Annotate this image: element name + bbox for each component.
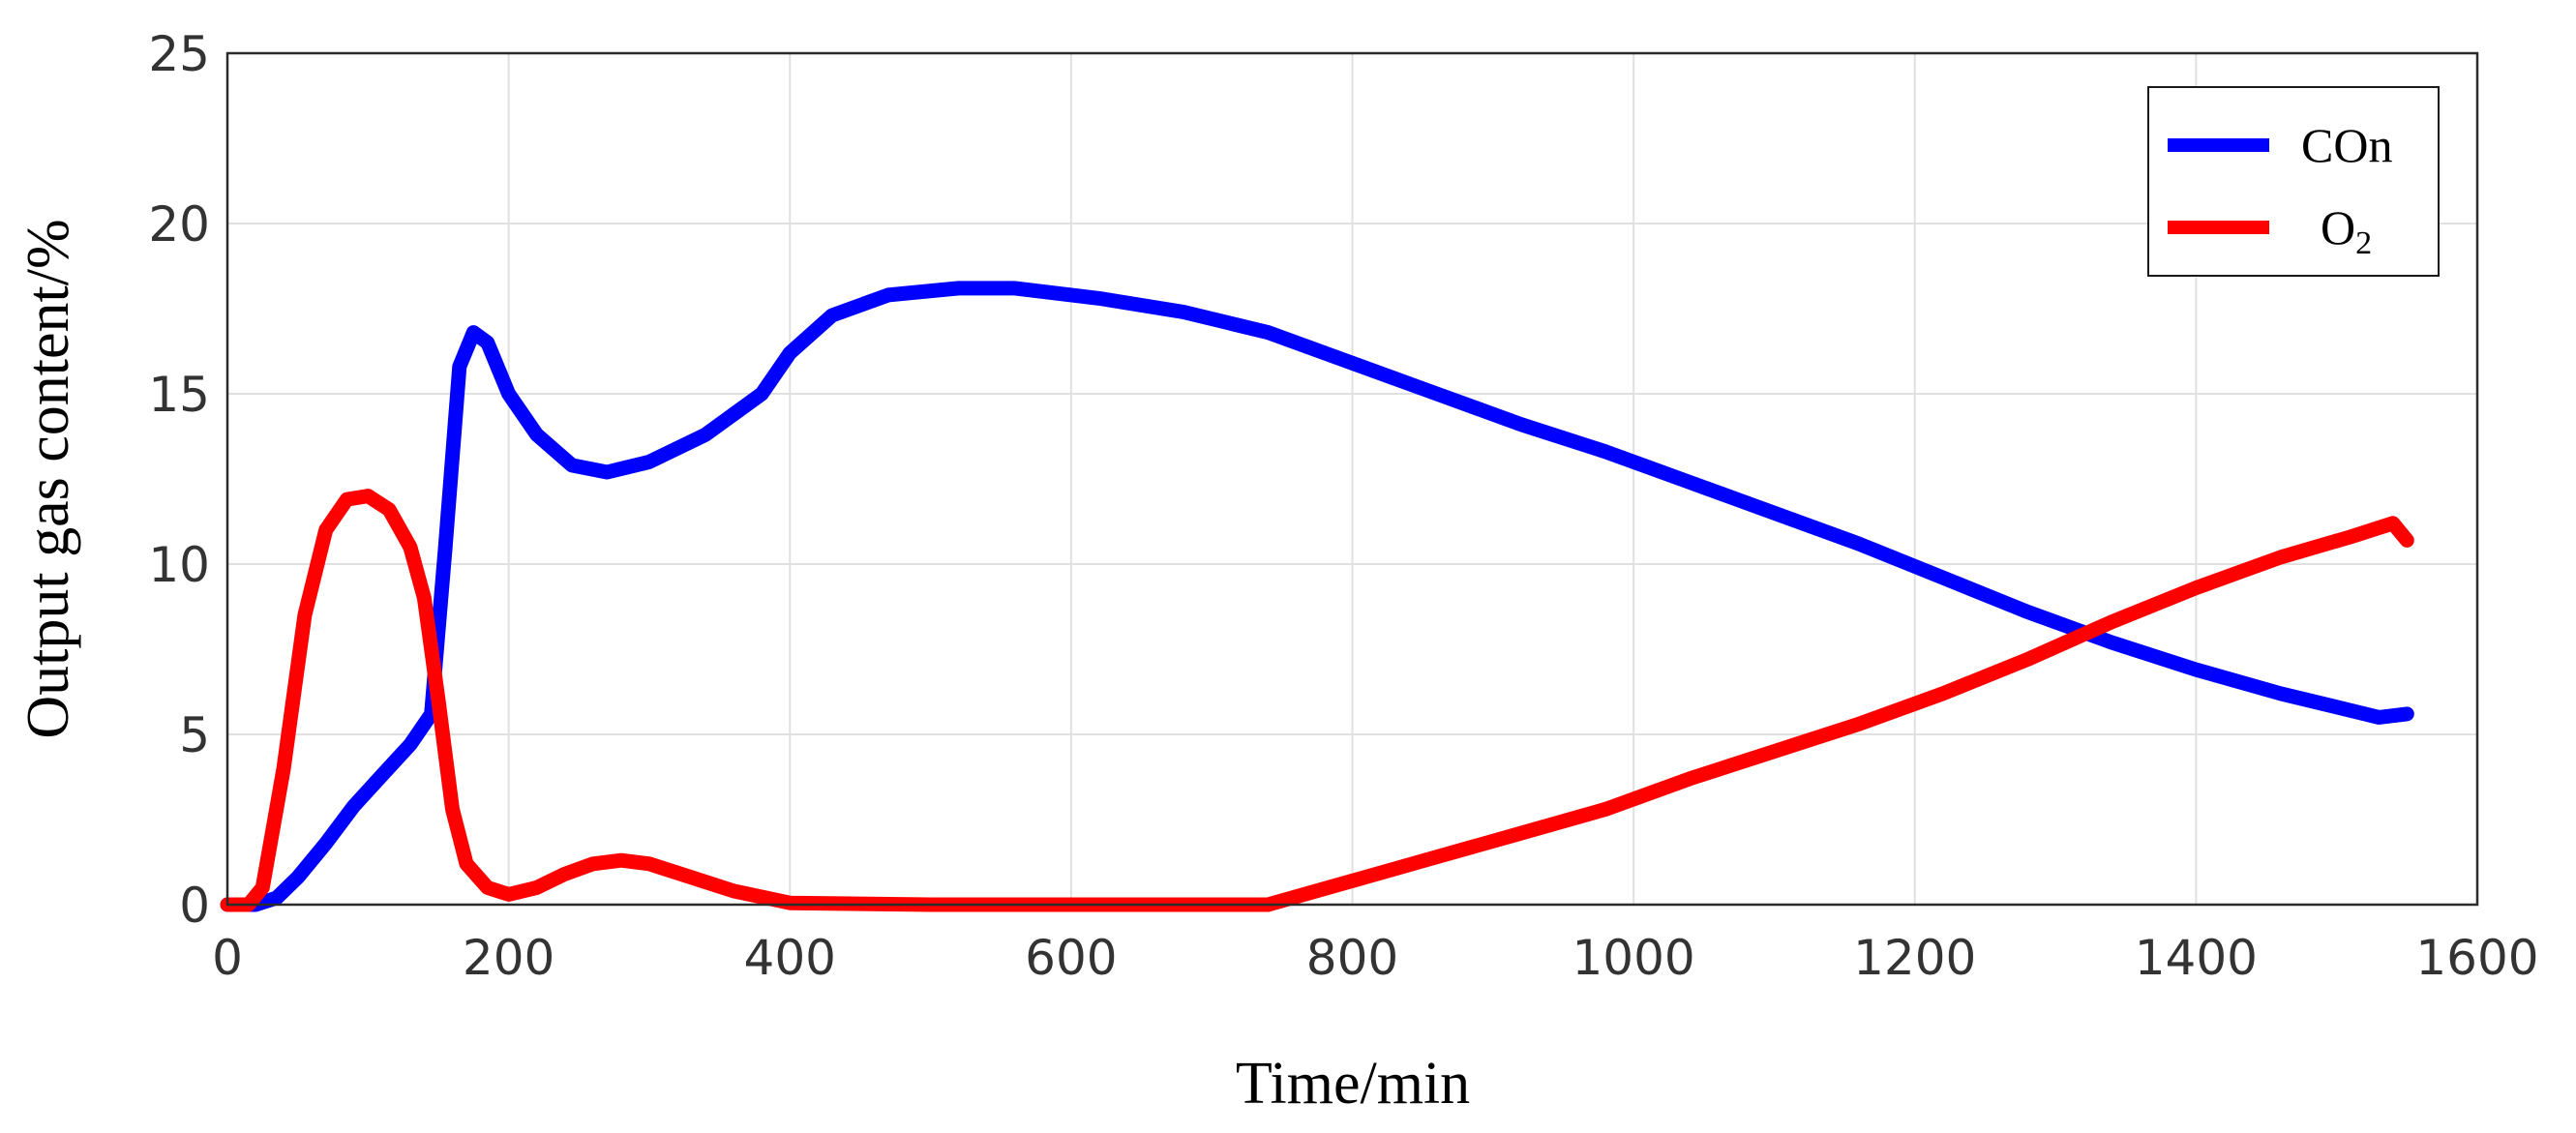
x-tick-label: 1000 [1573,930,1695,986]
x-tick-label: 0 [212,930,243,986]
plot-frame [225,51,2479,907]
legend: COn O2 [2147,86,2440,277]
x-tick-label: 1200 [1853,930,1976,986]
y-tick-label: 5 [179,707,210,763]
y-tick-labels: 0 5 10 15 20 25 [148,26,210,934]
x-tick-labels: 0 200 400 600 800 1000 1200 1400 1600 [212,930,2539,986]
legend-label-o2-main: O [2321,200,2355,254]
y-axis-title: Output gas content/% [15,219,81,738]
y-tick-label: 15 [148,367,210,423]
y-tick-label: 10 [148,537,210,593]
legend-box [2147,86,2440,277]
series-line-0 [220,281,2414,912]
x-tick-label: 1400 [2135,930,2258,986]
x-tick-label: 400 [744,930,836,986]
legend-label-o2-subscript: 2 [2355,225,2372,261]
y-tick-label: 0 [179,878,210,934]
grid-lines [227,53,2477,905]
x-tick-label: 600 [1025,930,1117,986]
legend-label-o2: O2 [2321,200,2372,261]
x-axis-title: Time/min [1236,1051,1470,1117]
x-tick-label: 1600 [2415,930,2538,986]
legend-label-con: COn [2301,118,2392,172]
y-tick-label: 25 [148,26,210,82]
series-line-1 [220,489,2414,912]
series-lines [220,281,2414,912]
x-tick-label: 800 [1306,930,1398,986]
y-tick-label: 20 [148,196,210,253]
x-tick-label: 200 [463,930,554,986]
